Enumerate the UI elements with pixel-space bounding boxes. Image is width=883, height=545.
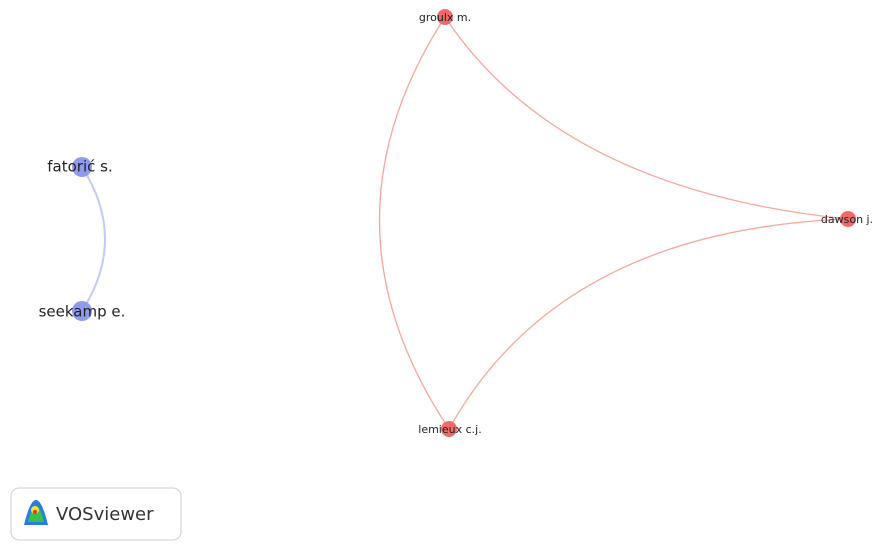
node-label: dawson j. <box>821 213 873 226</box>
node[interactable] <box>72 301 92 321</box>
node[interactable] <box>840 211 856 227</box>
logo-box[interactable] <box>10 487 182 541</box>
logo-text: VOSviewer <box>56 504 154 525</box>
link <box>81 166 106 312</box>
link <box>448 218 849 430</box>
node-label: seekamp e. <box>39 303 126 321</box>
link <box>378 16 450 430</box>
logo[interactable]: VOSviewer <box>10 487 182 541</box>
node-label: lemieux c.j. <box>418 423 481 436</box>
node[interactable] <box>72 157 92 177</box>
node-label: groulx m. <box>419 11 471 24</box>
node-label: fatorić s. <box>47 158 112 176</box>
link <box>444 16 849 220</box>
logo-icon <box>24 500 48 525</box>
node[interactable] <box>441 421 457 437</box>
node[interactable] <box>437 9 453 25</box>
